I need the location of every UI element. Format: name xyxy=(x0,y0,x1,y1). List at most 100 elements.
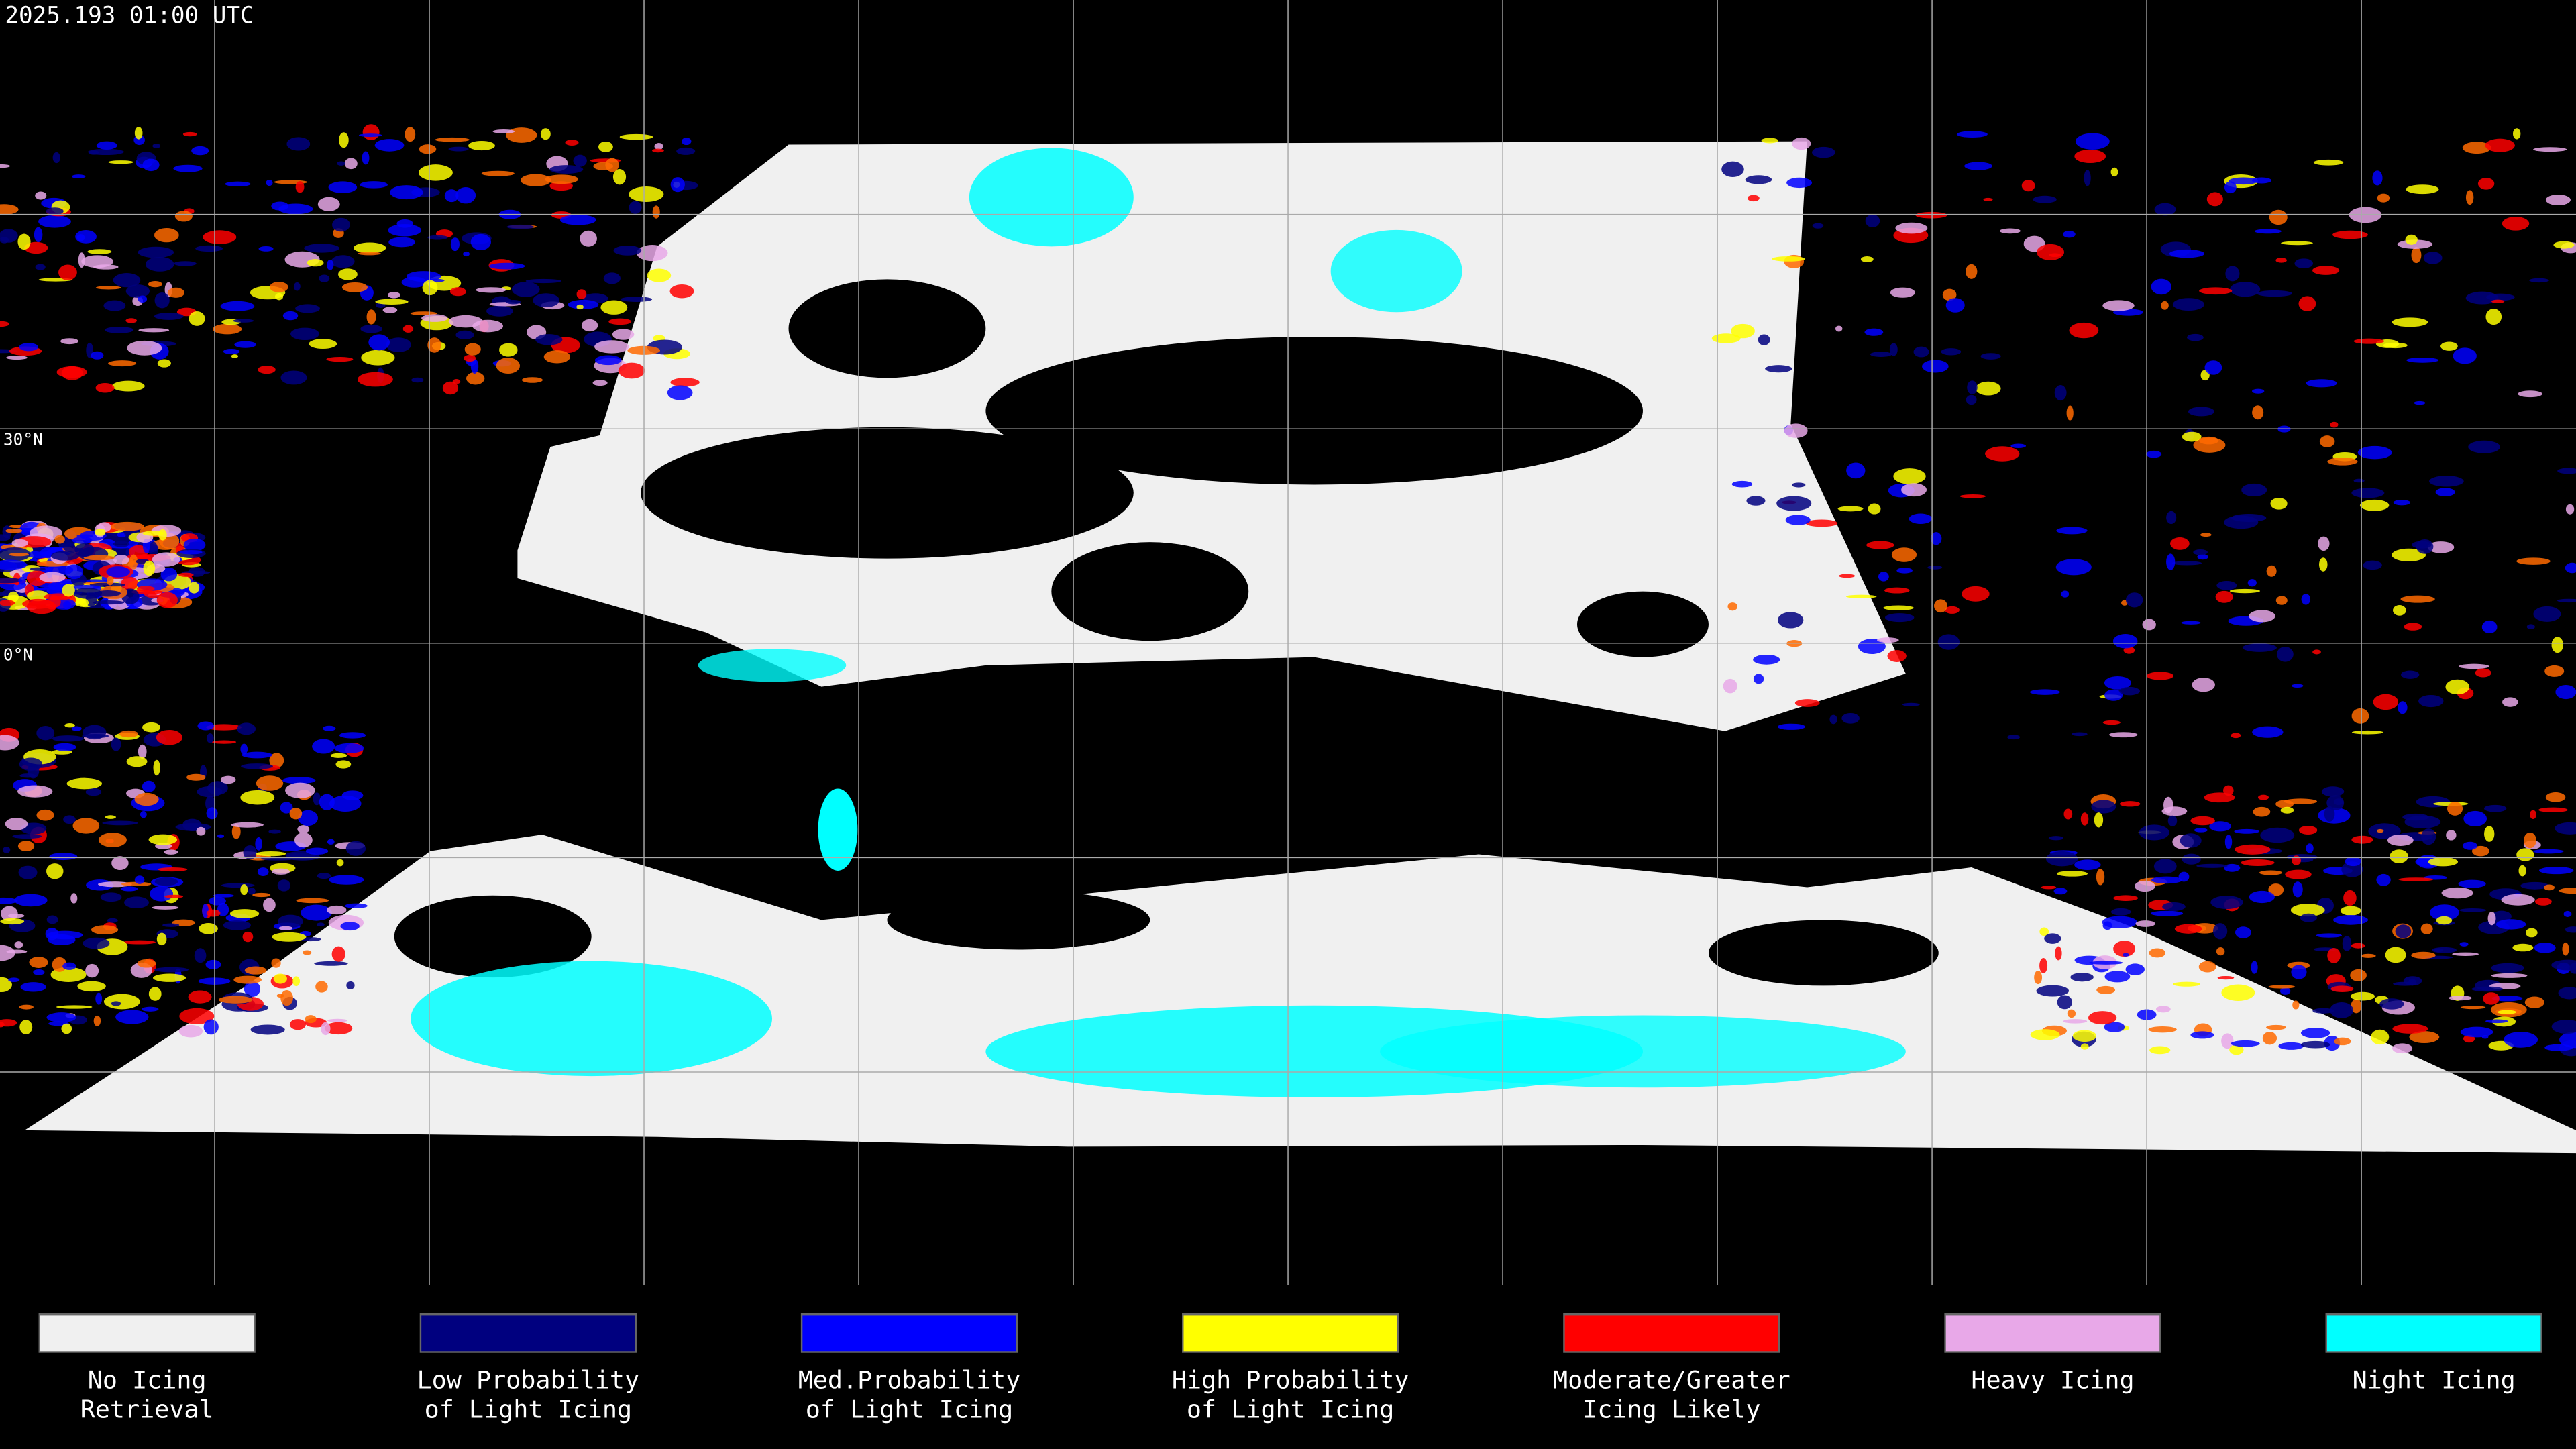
icing-speck xyxy=(1887,650,1907,662)
icing-speck xyxy=(220,775,236,784)
icing-speck xyxy=(1753,674,1764,684)
icing-speck xyxy=(92,600,125,605)
icing-speck xyxy=(573,154,587,167)
timestamp: 2025.193 01:00 UTC xyxy=(5,2,254,29)
icing-speck xyxy=(2491,963,2524,973)
icing-speck xyxy=(2290,904,2325,917)
icing-speck xyxy=(53,743,76,751)
icing-speck xyxy=(2266,565,2277,577)
icing-speck xyxy=(419,144,437,154)
icing-speck xyxy=(2518,390,2542,398)
icing-speck xyxy=(115,1010,149,1024)
icing-speck xyxy=(2190,1031,2214,1039)
icing-speck xyxy=(2555,822,2576,835)
icing-speck xyxy=(199,923,218,934)
icing-speck xyxy=(2363,560,2382,570)
icing-speck xyxy=(2520,881,2549,890)
icing-speck xyxy=(137,959,156,968)
icing-speck xyxy=(2409,1031,2440,1043)
icing-speck xyxy=(52,152,60,164)
icing-speck xyxy=(2268,985,2296,989)
icing-speck xyxy=(2197,554,2208,560)
icing-speck xyxy=(2135,920,2155,927)
icing-speck xyxy=(158,867,188,872)
legend-label: Med.Probability xyxy=(798,1365,1021,1394)
icing-speck xyxy=(2459,908,2487,912)
icing-speck xyxy=(307,259,324,267)
icing-speck xyxy=(1878,572,1889,582)
icing-speck xyxy=(2180,833,2202,848)
graticule xyxy=(0,0,2576,1285)
icing-speck xyxy=(1999,228,2021,234)
icing-speck xyxy=(2557,598,2576,603)
icing-speck xyxy=(2398,877,2434,881)
icing-speck xyxy=(1913,346,1929,358)
icing-speck xyxy=(2193,549,2208,555)
icing-speck xyxy=(2359,499,2390,511)
icing-speck xyxy=(2215,590,2233,603)
icing-speck xyxy=(402,325,414,333)
icing-speck xyxy=(2477,177,2495,190)
icing-speck xyxy=(1772,256,1806,262)
icing-speck xyxy=(340,922,360,931)
icing-speck xyxy=(2312,1008,2334,1014)
icing-speck xyxy=(196,826,206,836)
icing-speck xyxy=(455,187,476,204)
icing-speck xyxy=(2487,912,2496,926)
icing-speck xyxy=(345,841,366,856)
icing-speck xyxy=(2340,906,2361,916)
icing-speck xyxy=(18,576,26,585)
icing-speck xyxy=(1721,161,1744,178)
icing-speck xyxy=(2361,953,2376,958)
icing-speck xyxy=(1753,654,1780,665)
icing-speck xyxy=(202,904,209,918)
icing-speck xyxy=(608,318,632,325)
icing-speck xyxy=(33,969,45,975)
icing-speck xyxy=(2194,828,2208,833)
icing-speck xyxy=(2373,694,2399,710)
night-icing-area xyxy=(1380,1015,1906,1088)
icing-speck xyxy=(91,925,119,935)
icing-speck xyxy=(117,532,127,537)
icing-speck xyxy=(1866,541,1894,549)
icing-speck xyxy=(62,584,75,597)
icing-speck xyxy=(2502,697,2518,707)
legend-swatch xyxy=(1563,1313,1780,1353)
icing-speck xyxy=(100,892,122,902)
icing-speck xyxy=(110,521,144,531)
icing-speck xyxy=(2330,985,2354,992)
icing-speck xyxy=(2418,694,2444,708)
icing-speck xyxy=(2229,1044,2244,1055)
icing-speck xyxy=(195,245,223,252)
legend-label: Low Probability xyxy=(417,1365,640,1394)
icing-speck xyxy=(282,311,299,321)
icing-speck xyxy=(2533,849,2564,854)
icing-speck xyxy=(525,278,561,284)
icing-speck xyxy=(576,304,584,310)
icing-speck xyxy=(50,551,80,561)
icing-speck xyxy=(286,137,311,151)
icing-speck xyxy=(152,144,161,148)
icing-speck xyxy=(154,877,178,886)
icing-speck xyxy=(2351,943,2365,949)
icing-speck xyxy=(275,292,284,301)
icing-speck xyxy=(2529,278,2549,283)
icing-speck xyxy=(252,892,271,898)
icing-speck xyxy=(466,372,485,385)
icing-speck xyxy=(2538,807,2568,813)
icing-speck xyxy=(108,160,133,164)
icing-speck xyxy=(125,318,138,323)
icing-speck xyxy=(2280,806,2294,814)
icing-speck xyxy=(1909,513,1933,524)
icing-speck xyxy=(2161,301,2169,310)
icing-speck xyxy=(6,949,28,954)
icing-speck xyxy=(2351,488,2385,498)
icing-speck xyxy=(75,230,97,244)
icing-speck xyxy=(2104,1022,2125,1032)
icing-speck xyxy=(2198,436,2219,445)
icing-speck xyxy=(2485,309,2502,325)
icing-speck xyxy=(435,137,470,142)
icing-speck xyxy=(221,883,255,888)
icing-speck xyxy=(2393,981,2417,986)
icing-speck xyxy=(2104,689,2123,701)
